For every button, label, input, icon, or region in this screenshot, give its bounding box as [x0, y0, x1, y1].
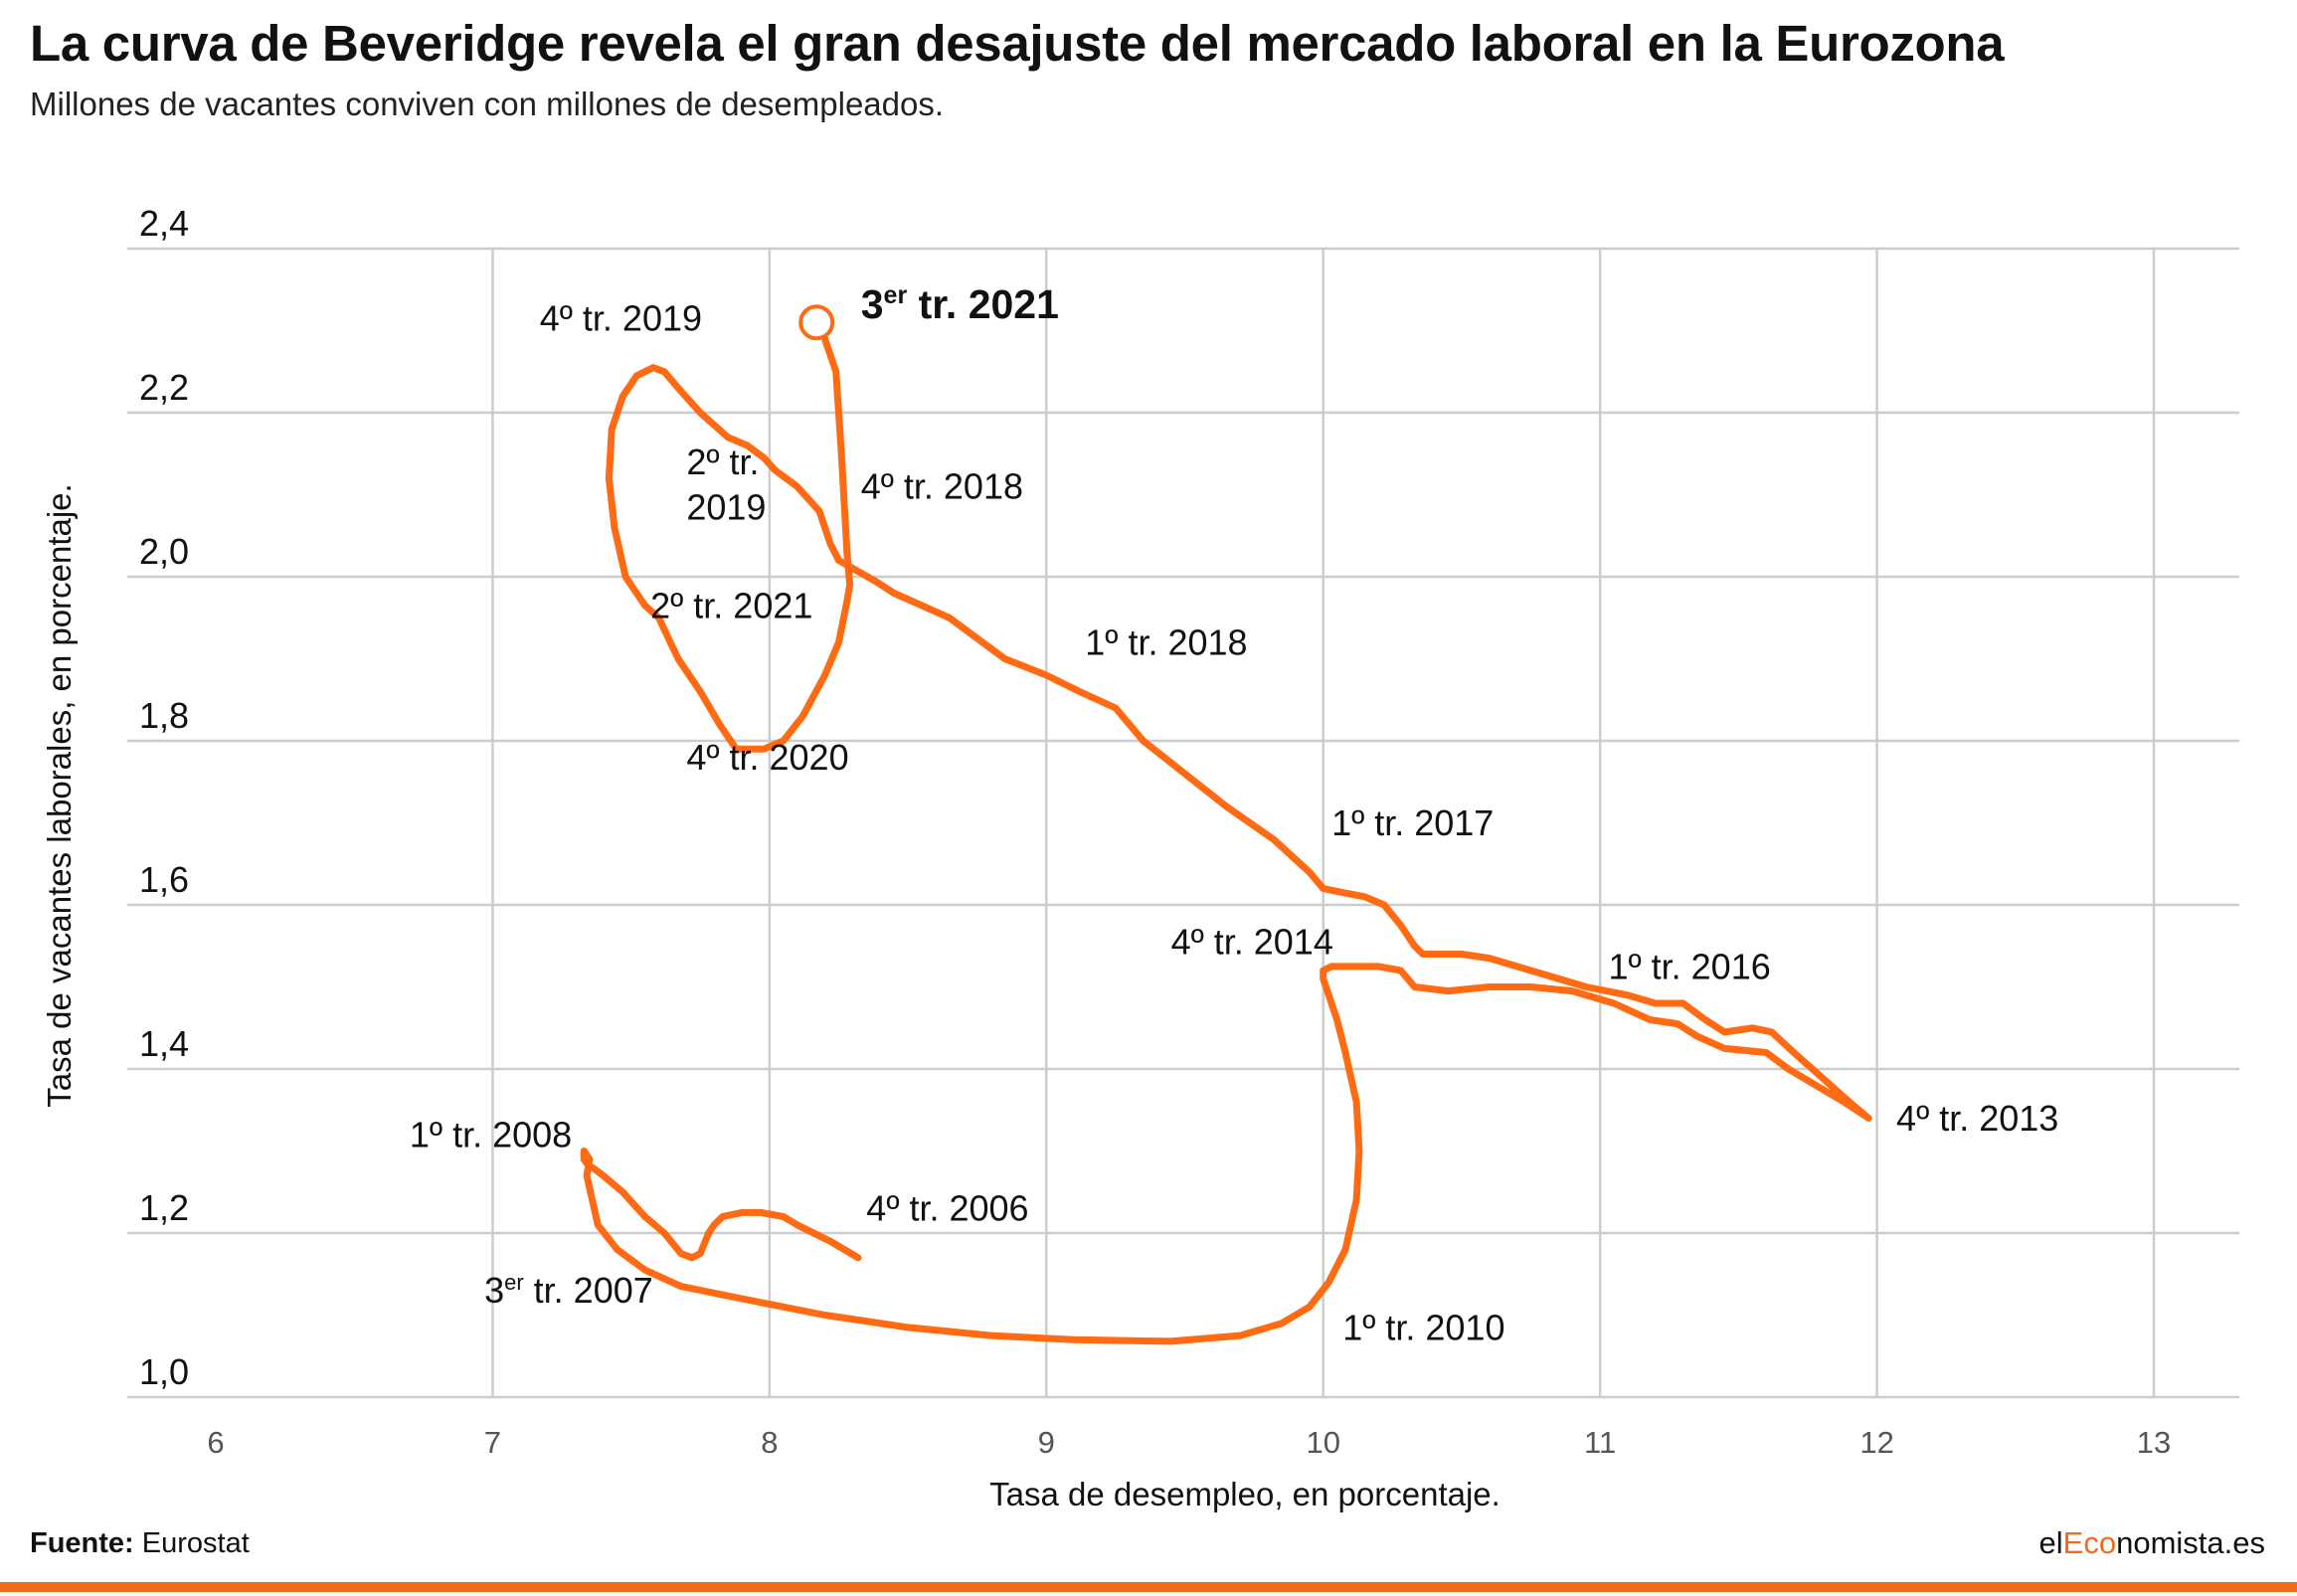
y-tick-label: 2,4	[139, 203, 189, 244]
y-tick-label: 2,2	[139, 367, 189, 408]
chart-subtitle: Millones de vacantes conviven con millon…	[30, 86, 945, 122]
point-annotation: 2019	[686, 486, 766, 527]
point-annotation: 1º tr. 2016	[1608, 946, 1770, 986]
point-annotation: 1º tr. 2010	[1342, 1307, 1504, 1347]
x-tick-label: 9	[1038, 1425, 1055, 1460]
x-tick-label: 10	[1306, 1425, 1339, 1460]
source-label: Fuente:	[30, 1527, 134, 1559]
point-annotation: 3er tr. 2007	[484, 1270, 653, 1311]
point-annotation: 4º tr. 2018	[861, 466, 1023, 507]
x-tick-label: 12	[1859, 1425, 1893, 1460]
x-axis-label: Tasa de desempleo, en porcentaje.	[989, 1476, 1501, 1512]
y-tick-labels: 1,0 1,2 1,4 1,6 1,8 2,0 2,2 2,4	[139, 203, 189, 1392]
x-tick-label: 7	[484, 1425, 501, 1460]
x-tick-label: 6	[207, 1425, 224, 1460]
point-annotation: 4º tr. 2020	[686, 737, 848, 778]
chart-title: La curva de Beveridge revela el gran des…	[30, 15, 2005, 72]
point-annotation: 4º tr. 2014	[1171, 922, 1333, 963]
brand-part3: nomista.es	[2116, 1525, 2265, 1560]
footer-accent-bar	[0, 1582, 2297, 1592]
y-axis-label: Tasa de vacantes laborales, en porcentaj…	[41, 483, 78, 1107]
point-annotation: 1º tr. 2008	[410, 1114, 572, 1154]
point-annotation: 1º tr. 2018	[1085, 621, 1247, 662]
y-tick-label: 1,4	[139, 1023, 189, 1064]
latest-point-marker	[798, 304, 835, 341]
point-annotations: 1º tr. 2008 4º tr. 2006 3er tr. 2007 1º tr.…	[410, 281, 2058, 1347]
x-tick-label: 8	[761, 1425, 778, 1460]
point-annotation: 4º tr. 2019	[540, 298, 702, 339]
point-annotation: 4º tr. 2013	[1896, 1098, 2058, 1139]
point-annotation: 4º tr. 2006	[866, 1188, 1028, 1229]
point-annotation: 2º tr. 2021	[650, 585, 812, 625]
y-tick-label: 1,0	[139, 1351, 189, 1392]
y-tick-label: 1,8	[139, 695, 189, 736]
y-tick-label: 1,2	[139, 1187, 189, 1228]
y-tick-label: 1,6	[139, 859, 189, 900]
y-tick-label: 2,0	[139, 531, 189, 572]
point-annotation: 2º tr.	[686, 442, 759, 482]
point-annotation: 1º tr. 2017	[1331, 802, 1494, 843]
x-tick-labels: 6 7 8 9 10 11 12 13	[207, 1425, 2171, 1460]
brand-part2: Eco	[2062, 1525, 2117, 1560]
x-tick-label: 13	[2137, 1425, 2171, 1460]
brand-part1: el	[2038, 1525, 2063, 1560]
brand-logo: elEconomista.es	[2039, 1525, 2265, 1561]
beveridge-curve-line	[580, 318, 1872, 1345]
source-value: Eurostat	[141, 1527, 250, 1559]
highlight-annotation: 3er tr. 2021	[861, 281, 1059, 327]
x-tick-label: 11	[1584, 1425, 1616, 1460]
source-note: Fuente: Eurostat	[30, 1527, 250, 1560]
grid-lines	[127, 247, 2239, 1399]
